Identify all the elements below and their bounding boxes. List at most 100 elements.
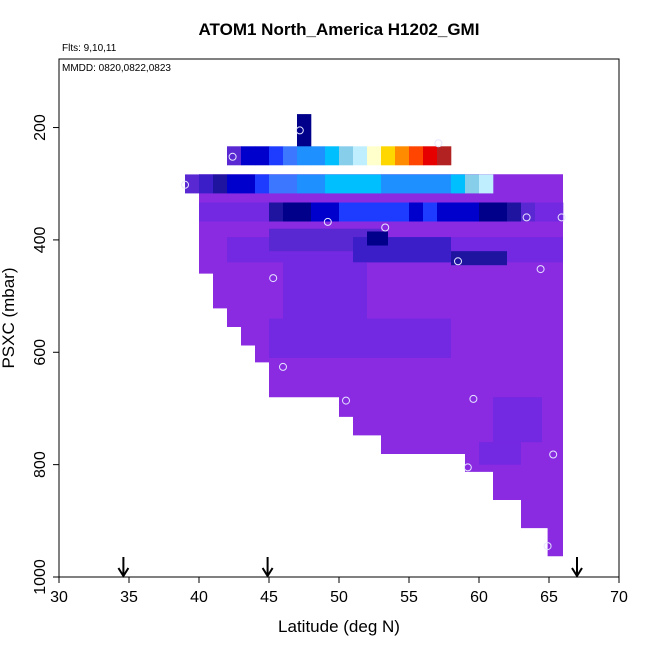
heatmap-cell: [255, 174, 270, 194]
x-axis-label: Latitude (deg N): [278, 617, 400, 636]
heatmap-cell: [479, 202, 494, 222]
heatmap-cell: [493, 202, 508, 222]
heatmap-cell: [297, 146, 312, 166]
heatmap-cell: [283, 146, 298, 166]
heatmap-patch: [479, 442, 521, 465]
heatmap-patch: [451, 251, 507, 266]
x-tick-label: 70: [610, 589, 628, 606]
sample-marker: [522, 213, 531, 222]
heatmap-cell: [297, 202, 312, 222]
sample-marker: [381, 223, 390, 232]
heatmap-cell: [409, 174, 424, 194]
heatmap-patch: [283, 262, 367, 319]
sample-marker: [536, 265, 545, 274]
heatmap-cell: [395, 174, 410, 194]
heatmap-cell: [199, 202, 214, 222]
x-tick-label: 40: [190, 589, 208, 606]
sample-marker: [342, 396, 350, 405]
x-tick-label: 55: [400, 589, 418, 606]
heatmap-cell: [507, 202, 522, 222]
sample-marker: [434, 139, 443, 148]
sample-marker: [181, 180, 189, 189]
heatmap-patch: [367, 231, 388, 246]
heatmap-cell: [465, 174, 480, 194]
heatmap-cell: [283, 174, 298, 194]
sample-marker: [557, 213, 566, 222]
sample-marker: [454, 257, 462, 266]
heatmap-cell: [185, 174, 200, 194]
heatmap-cell: [311, 146, 326, 166]
sample-markers: [181, 126, 566, 551]
heatmap-cell: [367, 202, 382, 222]
heatmap-cell: [325, 174, 340, 194]
sample-marker: [228, 152, 237, 161]
heatmap-cell: [255, 202, 270, 222]
y-tick-label: 400: [32, 226, 49, 253]
y-axis: 200 400 600 800 1000: [32, 114, 59, 595]
y-axis-label: PSXC (mbar): [0, 267, 18, 368]
x-tick-label: 65: [540, 589, 558, 606]
heatmap-patch: [269, 318, 451, 358]
heatmap-cell: [395, 202, 410, 222]
x-tick-label: 60: [470, 589, 488, 606]
heatmap-cell: [409, 202, 424, 222]
flight-arrow: [261, 557, 274, 578]
y-tick-label: 200: [32, 114, 49, 141]
heatmap-cell: [283, 202, 298, 222]
heatmap-cell: [227, 146, 242, 166]
heatmap-cell: [549, 202, 564, 222]
heatmap-cell: [255, 146, 270, 166]
heatmap-cell: [213, 202, 228, 222]
heatmap-cell: [297, 114, 312, 154]
heatmap-cell: [423, 146, 438, 166]
heatmap-cell: [381, 174, 396, 194]
heatmap-cell: [199, 174, 214, 194]
heatmap-cell: [451, 202, 466, 222]
x-tick-label: 35: [120, 589, 138, 606]
heatmap-cell: [381, 202, 396, 222]
y-tick-label: 1000: [32, 559, 49, 595]
heatmap-cell: [437, 174, 452, 194]
heatmap-cell: [353, 146, 368, 166]
heatmap-cell: [367, 146, 382, 166]
heatmap-cell: [241, 202, 256, 222]
chart-title: ATOM1 North_America H1202_GMI: [199, 20, 480, 39]
heatmap-cell: [479, 174, 494, 194]
x-tick-label: 30: [50, 589, 68, 606]
flights-note: Flts: 9,10,11: [62, 43, 117, 54]
heatmap-cell: [451, 174, 466, 194]
sample-marker: [279, 362, 287, 371]
y-tick-label: 800: [32, 451, 49, 478]
heatmap-cell: [227, 202, 242, 222]
heatmap-cell: [409, 146, 424, 166]
heatmap-cell: [395, 146, 410, 166]
heatmap-cell: [423, 202, 438, 222]
date-note: MMDD: 0820,0822,0823: [62, 63, 171, 74]
flight-arrows: [117, 557, 583, 578]
heatmap-cell: [269, 146, 284, 166]
heatmap-cell: [423, 174, 438, 194]
heatmap-cell: [297, 174, 312, 194]
heatmap-cell: [353, 202, 368, 222]
heatmap-cells: [185, 114, 564, 557]
flight-arrow: [117, 557, 130, 578]
heatmap-cell: [269, 202, 284, 222]
x-axis: 30 35 40 45 50 55 60 65 70: [50, 577, 628, 606]
heatmap-cell: [465, 202, 480, 222]
heatmap-cell: [269, 174, 284, 194]
heatmap-cell: [227, 174, 242, 194]
heatmap-cell: [521, 202, 536, 222]
heatmap-cell: [311, 202, 326, 222]
heatmap-patch: [493, 397, 542, 443]
sample-marker: [549, 450, 558, 459]
sample-marker: [469, 394, 478, 403]
heatmap-cell: [437, 202, 452, 222]
heatmap-cell: [353, 174, 368, 194]
heatmap-cell: [339, 146, 354, 166]
heatmap-cell: [241, 146, 256, 166]
heatmap-cell: [325, 202, 340, 222]
heatmap-cell: [437, 146, 452, 166]
heatmap-cell: [339, 174, 354, 194]
heatmap-cell: [367, 174, 382, 194]
